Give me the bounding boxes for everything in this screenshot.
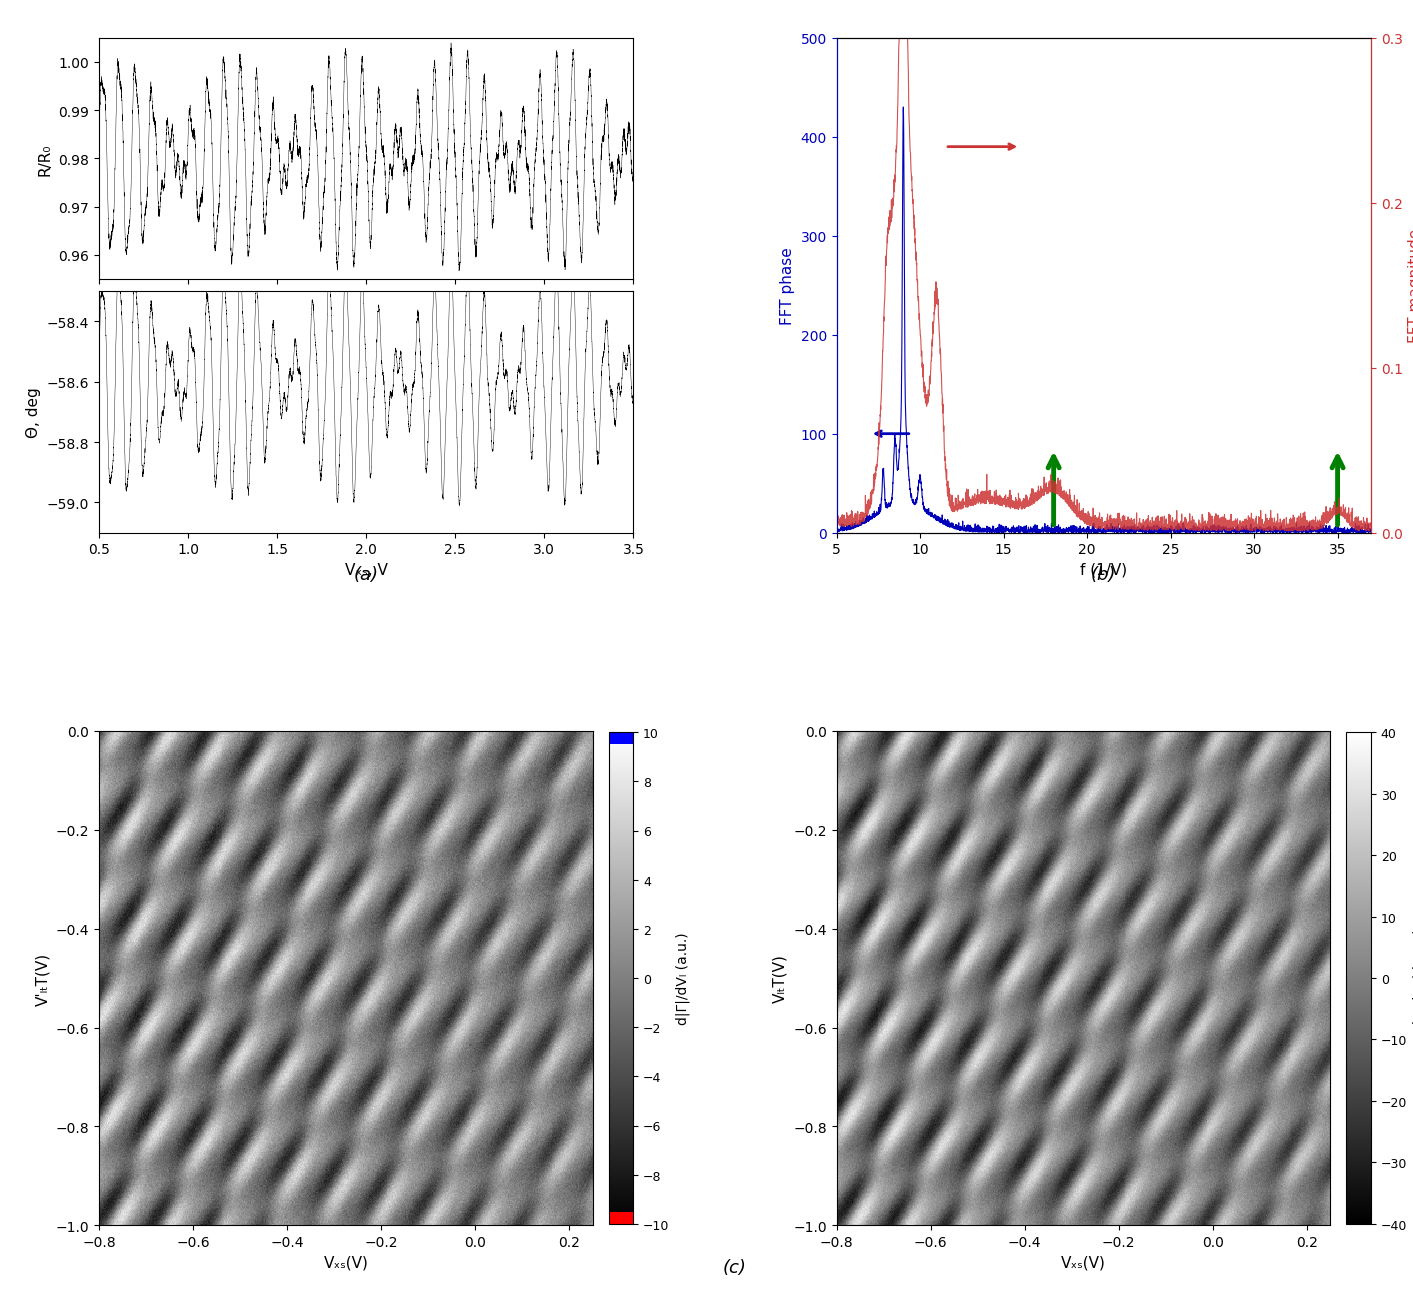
Bar [609,1211,633,1224]
X-axis label: Vₓₛ(V): Vₓₛ(V) [324,1255,369,1269]
X-axis label: Vₓₛ, V: Vₓₛ, V [345,562,387,578]
Bar [609,733,633,744]
Text: (b): (b) [1091,565,1116,583]
X-axis label: f (1/V): f (1/V) [1080,562,1128,578]
Text: (c): (c) [723,1258,746,1276]
Y-axis label: FFT magnitude: FFT magnitude [1407,228,1413,343]
Y-axis label: d|Γ|/dVₗ (a.u.): d|Γ|/dVₗ (a.u.) [675,931,690,1024]
X-axis label: Vₓₛ(V): Vₓₛ(V) [1061,1255,1105,1269]
Text: (a): (a) [353,565,379,583]
Y-axis label: Θ, deg: Θ, deg [27,387,41,437]
Y-axis label: R/R₀: R/R₀ [38,143,52,175]
Y-axis label: VₗₜT(V): VₗₜT(V) [773,953,787,1002]
Y-axis label: FFT phase: FFT phase [780,248,794,325]
Y-axis label: V'ₗₜT(V): V'ₗₜT(V) [35,952,49,1005]
